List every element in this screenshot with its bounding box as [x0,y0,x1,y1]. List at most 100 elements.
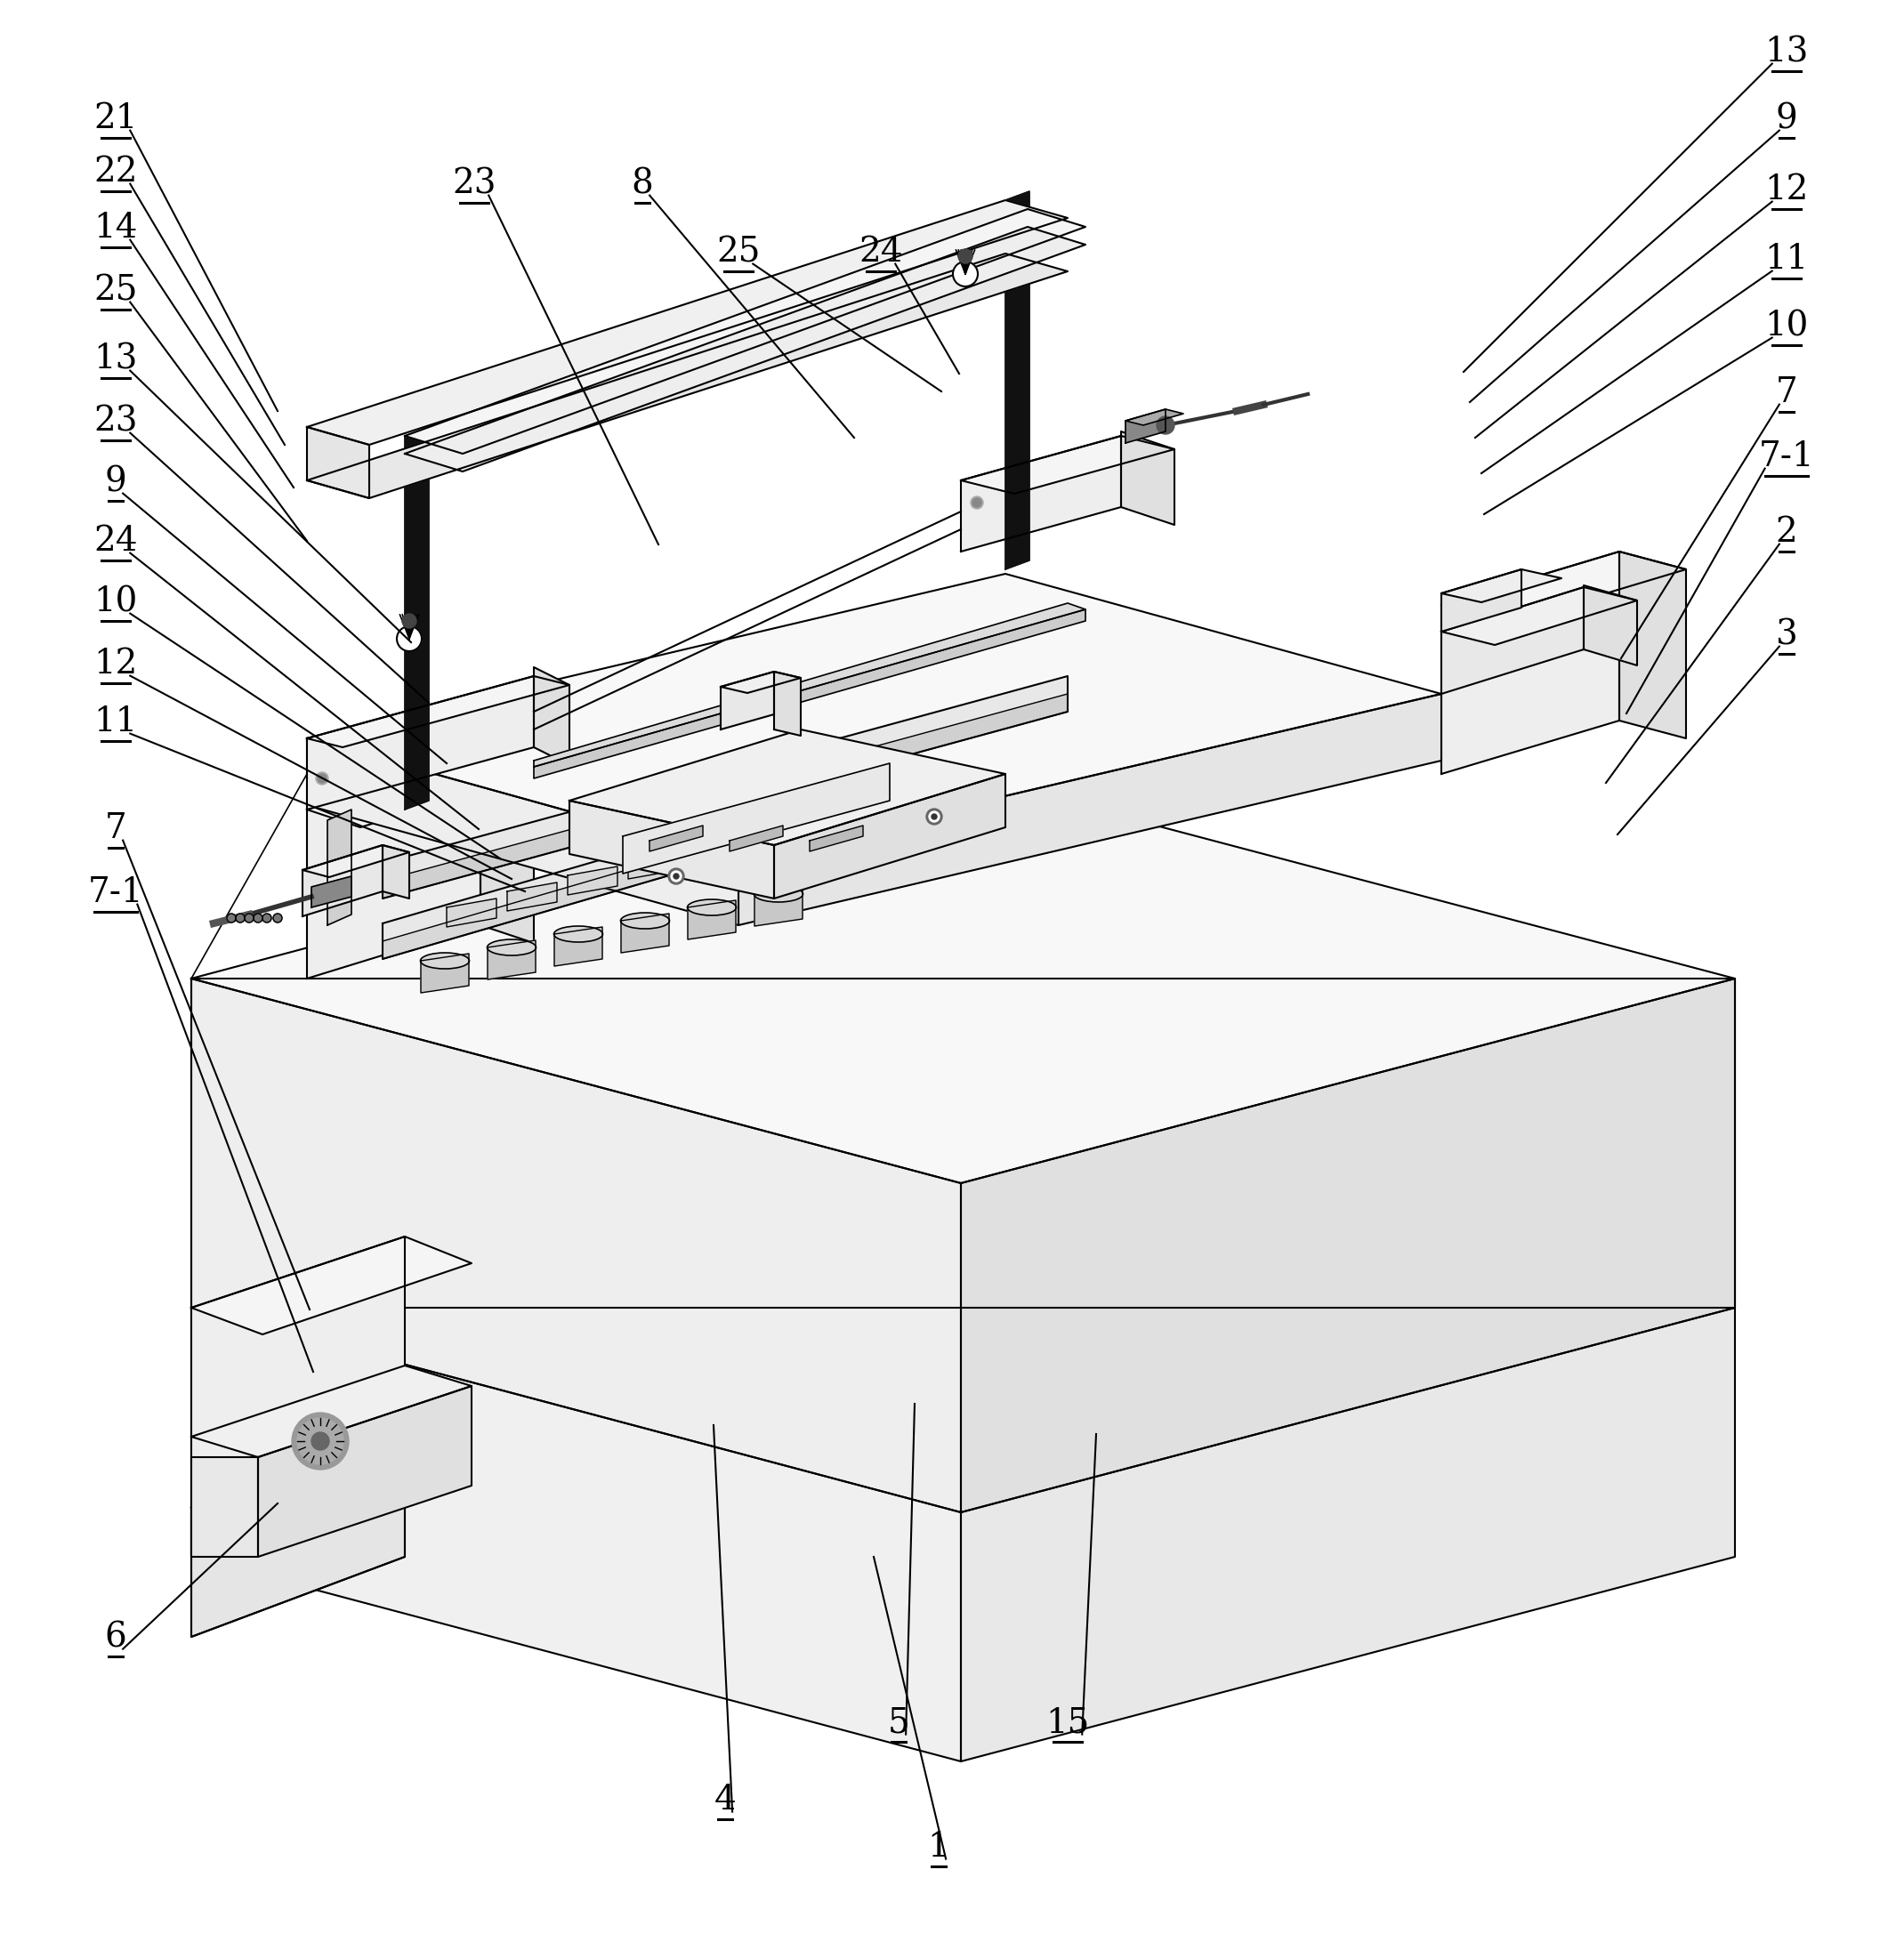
Text: 12: 12 [1765,174,1809,207]
Polygon shape [1441,587,1637,645]
Circle shape [263,915,272,922]
Polygon shape [312,876,352,907]
Ellipse shape [421,954,468,969]
Polygon shape [259,1386,472,1556]
Polygon shape [190,1437,406,1636]
Polygon shape [406,427,428,809]
Polygon shape [1125,410,1182,425]
Circle shape [297,1418,343,1464]
Circle shape [929,811,939,823]
Circle shape [931,813,937,819]
Polygon shape [406,209,1085,454]
Text: 13: 13 [1765,35,1809,68]
Polygon shape [809,825,863,852]
Polygon shape [1441,569,1561,603]
Ellipse shape [687,899,737,915]
Text: 25: 25 [93,275,137,306]
Polygon shape [729,825,783,852]
Polygon shape [383,677,1068,899]
Text: 7-1: 7-1 [1759,441,1815,474]
Polygon shape [190,1437,406,1636]
Polygon shape [190,979,962,1513]
Polygon shape [307,573,1441,858]
Polygon shape [962,437,1121,552]
Circle shape [670,872,682,881]
Polygon shape [190,1236,472,1334]
Circle shape [246,915,253,922]
Circle shape [668,868,684,883]
Polygon shape [569,729,1005,844]
Circle shape [396,626,421,651]
Text: 23: 23 [453,168,497,201]
Circle shape [312,1431,329,1451]
Circle shape [973,497,981,507]
Polygon shape [623,762,889,874]
Text: 7-1: 7-1 [88,876,143,909]
Circle shape [253,915,263,922]
Polygon shape [962,1308,1735,1761]
Polygon shape [307,677,533,809]
Polygon shape [621,915,668,954]
Text: 24: 24 [93,525,137,558]
Polygon shape [722,671,802,692]
Polygon shape [421,954,468,993]
Ellipse shape [487,940,537,955]
Polygon shape [748,819,800,846]
Polygon shape [1441,569,1521,632]
Text: 14: 14 [93,213,137,246]
Polygon shape [383,694,1068,899]
Polygon shape [190,979,1735,1308]
Circle shape [925,809,942,825]
Polygon shape [1441,587,1584,694]
Circle shape [272,915,282,922]
Text: 23: 23 [93,406,137,439]
Polygon shape [307,757,480,979]
Polygon shape [775,671,802,735]
Polygon shape [406,226,1085,472]
Text: 9: 9 [1776,103,1797,135]
Text: 10: 10 [1765,310,1809,343]
Text: 8: 8 [632,168,653,201]
Text: 12: 12 [93,647,137,681]
Text: 11: 11 [93,706,137,739]
Ellipse shape [754,885,803,903]
Polygon shape [190,1236,406,1507]
Polygon shape [303,844,409,878]
Text: 15: 15 [1045,1706,1089,1739]
Polygon shape [307,201,1068,445]
Text: 2: 2 [1776,517,1797,550]
Polygon shape [506,883,558,911]
Text: 4: 4 [714,1784,737,1817]
Ellipse shape [554,926,604,942]
Text: 25: 25 [716,236,760,269]
Text: 7: 7 [1776,376,1797,409]
Polygon shape [569,801,775,899]
Polygon shape [307,739,739,924]
Polygon shape [962,437,1175,493]
Polygon shape [628,850,678,879]
Ellipse shape [621,913,670,928]
Polygon shape [1441,552,1618,774]
Polygon shape [533,603,1085,766]
Polygon shape [190,1457,259,1556]
Polygon shape [480,757,533,944]
Polygon shape [722,671,775,729]
Polygon shape [1125,410,1165,443]
Polygon shape [307,757,533,827]
Polygon shape [1618,552,1687,739]
Polygon shape [383,799,809,959]
Circle shape [958,250,973,263]
Text: 6: 6 [105,1620,128,1654]
Polygon shape [962,979,1735,1513]
Text: 3: 3 [1776,618,1797,651]
Polygon shape [649,825,703,852]
Polygon shape [554,926,602,965]
Circle shape [674,874,680,879]
Text: 10: 10 [93,585,137,618]
Circle shape [971,497,982,509]
Polygon shape [307,677,569,747]
Polygon shape [383,817,809,959]
Circle shape [402,614,417,628]
Text: 22: 22 [93,156,137,189]
Polygon shape [754,887,802,926]
